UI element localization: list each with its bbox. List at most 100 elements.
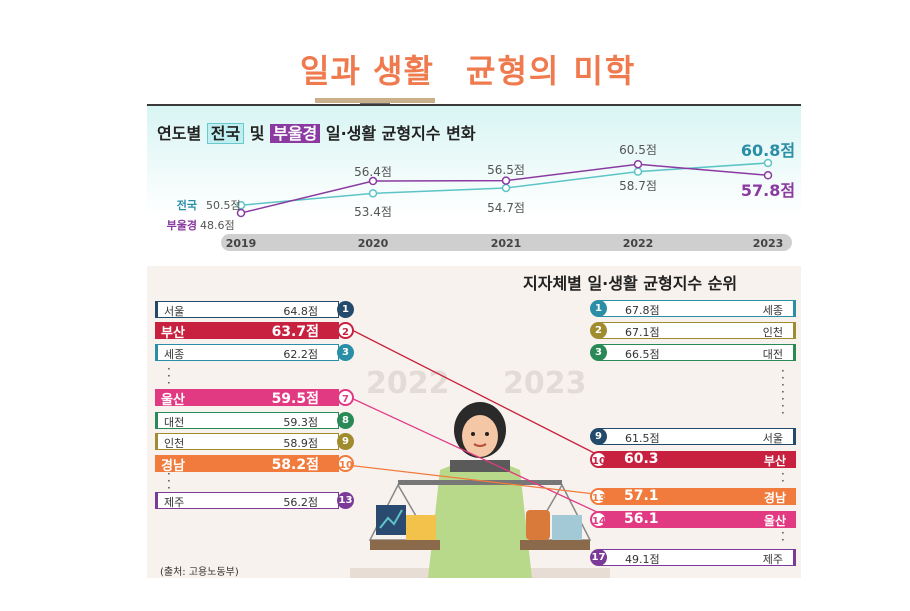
rank2023-badge-1: 2: [590, 322, 607, 339]
rank2022-badge-2: 3: [337, 344, 354, 361]
value-label-0-3: 58.7점: [619, 179, 657, 193]
rank2022-score: 63.7점: [271, 324, 319, 340]
rank2023-row-7: 49.1점 제주: [598, 549, 796, 566]
page-title: 일과 생활 균형의 미학: [0, 40, 910, 114]
point-1-2: [501, 176, 511, 185]
rank2023-score: 56.1: [624, 511, 659, 527]
x-tick-2021: 2021: [491, 237, 522, 250]
point-1-4: [763, 171, 773, 180]
rank2023-region: 세종: [762, 304, 783, 317]
rank2022-score: 59.3점: [283, 416, 318, 429]
rank2022-row-3: 울산 59.5점: [155, 389, 339, 408]
point-0-1: [368, 189, 378, 198]
rank2022-score: 59.5점: [271, 391, 319, 407]
rank2023-row-1: 67.1점 인천: [598, 322, 796, 339]
value-label-0-0: 50.5점: [206, 199, 241, 212]
rank-connector-1: [348, 396, 613, 520]
rank2023-row-6: 56.1 울산: [598, 511, 796, 528]
rank2023-badge-3: 9: [590, 428, 607, 445]
rank2023-score: 66.5점: [625, 348, 660, 361]
rank2023-score: 57.1: [624, 488, 659, 504]
rank2022-row-6: 경남 58.2점: [155, 455, 339, 474]
point-1-3: [633, 159, 643, 169]
value-label-1-4: 57.8점: [741, 181, 795, 200]
dots-2022-b: · · ·: [167, 467, 171, 495]
rank2023-badge-6: 14: [590, 511, 607, 528]
rank2022-region: 제주: [164, 496, 185, 509]
dots-2023-c: · ·: [781, 526, 785, 547]
rank2022-score: 62.2점: [283, 348, 318, 361]
rank2022-badge-7: 13: [337, 492, 354, 509]
rank2023-region: 경남: [763, 491, 786, 505]
title-part1: 일과 생활: [300, 52, 434, 90]
rank2022-badge-6: 10: [337, 455, 354, 472]
rank2022-region: 경남: [161, 459, 185, 474]
x-tick-2023: 2023: [753, 237, 784, 250]
balance-scale-illustration: [350, 402, 610, 578]
rank2023-score: 67.8점: [625, 304, 660, 317]
x-tick-2020: 2020: [358, 237, 389, 250]
rank2023-region: 울산: [763, 514, 786, 528]
rank2023-badge-0: 1: [590, 300, 607, 317]
x-tick-2022: 2022: [623, 237, 654, 250]
rank2022-badge-4: 8: [337, 412, 354, 429]
rank2022-row-2: 세종 62.2점: [155, 344, 339, 361]
dots-2023-b: · ·: [781, 467, 785, 488]
point-1-1: [368, 176, 378, 186]
rank2023-region: 제주: [762, 553, 783, 566]
rank2022-region: 부산: [161, 326, 185, 341]
point-1-0: [236, 208, 246, 218]
point-0-0: [236, 200, 246, 210]
title-part2: 균형의 미학: [466, 52, 637, 90]
line-chart-title-group1: 전국: [206, 123, 245, 144]
value-label-0-1: 53.4점: [354, 205, 392, 219]
line-chart-title-connector: 및: [249, 124, 265, 143]
rank2022-row-7: 제주 56.2점: [155, 492, 339, 509]
rank2022-row-5: 인천 58.9점: [155, 433, 339, 450]
rank2022-badge-1: 2: [337, 322, 354, 339]
rank2022-score: 56.2점: [283, 496, 318, 509]
series-name-buulgyeong: 부울경: [167, 218, 197, 232]
rank2023-score: 49.1점: [625, 553, 660, 566]
rank2023-score: 60.3: [624, 451, 659, 467]
rank2023-badge-7: 17: [590, 549, 607, 566]
line-chart-title-prefix: 연도별: [157, 124, 202, 143]
rank2023-row-0: 67.8점 세종: [598, 300, 796, 317]
dots-2023-a: · · · · · · ·: [781, 364, 785, 420]
rank2022-row-1: 부산 63.7점: [155, 322, 339, 341]
value-label-1-3: 60.5점: [619, 143, 657, 157]
rank2022-badge-0: 1: [337, 301, 354, 318]
rank2022-score: 64.8점: [283, 305, 318, 318]
dots-2022-a: · · ·: [167, 362, 171, 390]
rank2023-row-3: 61.5점 서울: [598, 428, 796, 445]
rank2022-region: 세종: [164, 348, 185, 361]
value-label-1-2: 56.5점: [487, 163, 525, 177]
timeline-bar: [221, 234, 792, 251]
rank2022-row-0: 서울 64.8점: [155, 301, 339, 318]
line-chart-title-group2: 부울경: [270, 124, 321, 143]
rank2022-score: 58.2점: [271, 457, 319, 473]
value-label-1-1: 56.4점: [354, 165, 392, 179]
rank2023-score: 61.5점: [625, 432, 660, 445]
rank2023-row-5: 57.1 경남: [598, 488, 796, 505]
rank2023-row-4: 60.3 부산: [598, 451, 796, 468]
rank-connector-0: [351, 329, 607, 460]
rank2022-badge-3: 7: [337, 389, 354, 406]
value-label-0-2: 54.7점: [487, 201, 525, 215]
rank2023-region: 인천: [762, 326, 783, 339]
line-chart-title-suffix: 일·생활 균형지수 변화: [325, 124, 476, 143]
rank2023-row-2: 66.5점 대전: [598, 344, 796, 361]
value-label-0-4: 60.8점: [741, 141, 795, 160]
rank2022-region: 서울: [164, 305, 185, 318]
line-chart-title: 연도별 전국 및 부울경 일·생활 균형지수 변화: [157, 120, 476, 144]
point-0-4: [763, 158, 773, 168]
rank2023-region: 부산: [763, 454, 786, 468]
point-0-2: [501, 183, 511, 193]
rank2023-badge-5: 13: [590, 488, 607, 505]
rank-connector-2: [337, 463, 613, 497]
rank2023-badge-4: 10: [590, 451, 607, 468]
ranking-title: 지자체별 일·생활 균형지수 순위: [523, 274, 738, 293]
rank2023-region: 서울: [762, 432, 783, 445]
rank2023-region: 대전: [762, 348, 783, 361]
